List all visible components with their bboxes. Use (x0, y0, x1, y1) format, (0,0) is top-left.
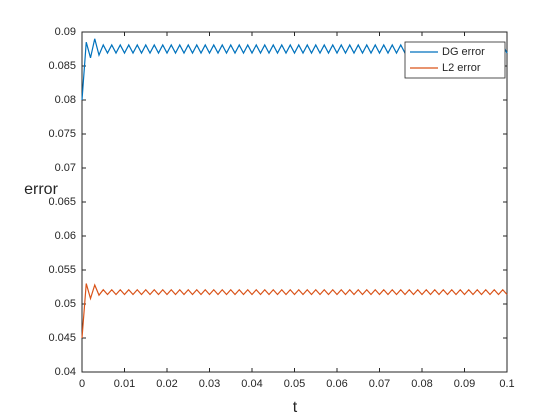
x-tick-label: 0.05 (284, 378, 305, 390)
y-tick-label: 0.055 (48, 264, 76, 276)
x-axis-label: t (293, 399, 298, 416)
x-tick-label: 0.08 (411, 378, 432, 390)
y-tick-label: 0.085 (48, 60, 76, 72)
legend-box (404, 41, 506, 79)
y-tick-label: 0.065 (48, 196, 76, 208)
y-tick-label: 0.075 (48, 128, 76, 140)
x-tick-label: 0.09 (454, 378, 475, 390)
x-tick-label: 0 (79, 378, 85, 390)
y-axis-label: error (24, 181, 58, 198)
y-tick-label: 0.04 (55, 366, 76, 378)
x-tick-label: 0.03 (199, 378, 220, 390)
x-tick-label: 0.02 (156, 378, 177, 390)
y-tick-label: 0.09 (55, 26, 76, 38)
x-tick-label: 0.1 (499, 378, 514, 390)
x-tick-label: 0.04 (241, 378, 262, 390)
x-tick-label: 0.06 (326, 378, 347, 390)
y-tick-label: 0.08 (55, 94, 76, 106)
y-tick-label: 0.06 (55, 230, 76, 242)
y-tick-label: 0.05 (55, 298, 76, 310)
series-line (81, 283, 508, 339)
x-tick-label: 0.01 (114, 378, 135, 390)
x-tick-label: 0.07 (369, 378, 390, 390)
legend-label: L2 error (442, 62, 481, 74)
legend-label: DG error (442, 46, 485, 58)
y-tick-label: 0.07 (55, 162, 76, 174)
y-tick-label: 0.045 (48, 332, 76, 344)
